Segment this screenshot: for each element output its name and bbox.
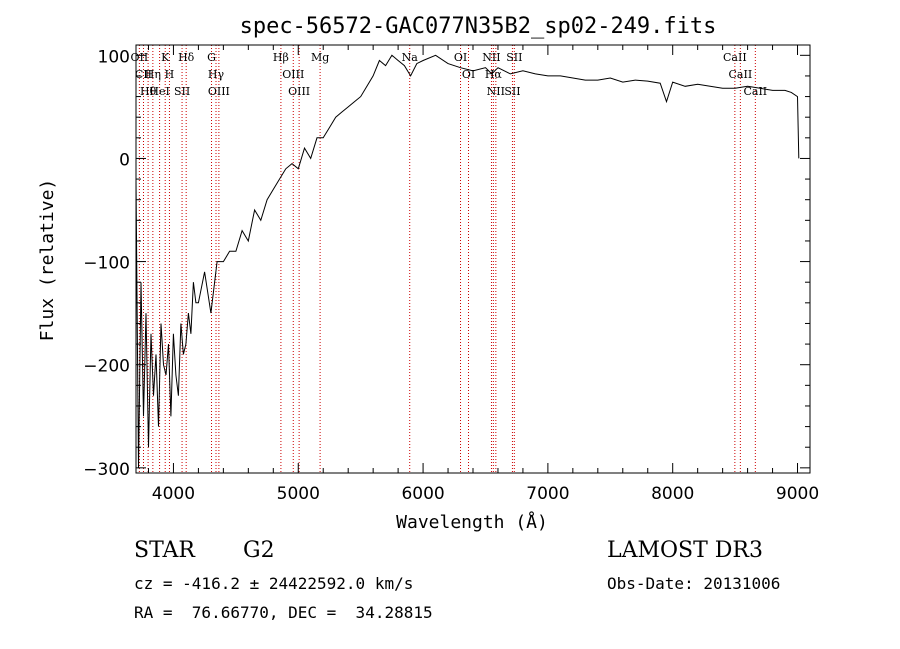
line-marker-labels: OII CII Hθ Hη HeI KH SII Hδ G Hγ OIII Hβ OIII OIII Mg N…	[131, 51, 768, 98]
y-tick-label--200: −200	[83, 357, 130, 377]
marker-label-sii-15: SII	[506, 51, 522, 64]
y-tick-label--300: −300	[83, 460, 130, 480]
coordinates: RA = 76.66770, DEC = 34.28815	[134, 603, 433, 622]
marker-label-g-3: G	[207, 51, 216, 64]
marker-label-oi-9: OI	[454, 51, 467, 64]
plot-frame	[135, 44, 811, 474]
marker-label-mg-7: Mg	[311, 51, 329, 64]
marker-label-h-19: Hθ	[140, 85, 157, 98]
line-markers	[138, 45, 756, 473]
survey-name: LAMOST DR3	[607, 538, 763, 563]
marker-label-h-25: H	[165, 68, 175, 81]
y-axis-label: Flux (relative)	[37, 179, 58, 342]
marker-label-caii-18: CaII	[743, 85, 767, 98]
marker-label-oi-10: OI	[462, 68, 475, 81]
marker-label-h-22: Hη	[145, 68, 161, 81]
x-tick-label-4000: 4000	[152, 484, 195, 504]
chart-title: spec-56572-GAC077N35B2_sp02-249.fits	[240, 14, 717, 39]
marker-label-caii-16: CaII	[723, 51, 747, 64]
marker-label-oii-20: OII	[131, 51, 149, 64]
marker-label-k-24: K	[161, 51, 170, 64]
marker-label-sii-14: SII	[504, 85, 520, 98]
marker-label-h-4: Hβ	[273, 51, 289, 64]
marker-label-h-2: Hγ	[208, 68, 225, 81]
x-axis-label: Wavelength (Å)	[396, 511, 548, 533]
x-tick-label-6000: 6000	[401, 484, 444, 504]
marker-label-nii-12: NII	[482, 51, 500, 64]
x-tick-label-7000: 7000	[526, 484, 569, 504]
marker-label-oiii-5: OIII	[282, 68, 304, 81]
marker-label-cii-21: CII	[135, 68, 152, 81]
y-tick-label--100: −100	[83, 254, 130, 274]
flux-line	[135, 54, 800, 468]
object-type: STAR	[134, 538, 195, 563]
marker-label-na-8: Na	[402, 51, 419, 64]
marker-label-sii-26: SII	[174, 85, 190, 98]
y-tick-label-0: 0	[119, 150, 130, 170]
marker-label-oiii-1: OIII	[208, 85, 230, 98]
axis-ticks: 4000 5000 6000 7000 8000 9000 −300 −200 −100 0 100	[83, 45, 819, 504]
y-tick-label-100: 100	[98, 47, 130, 67]
x-tick-label-5000: 5000	[277, 484, 320, 504]
marker-label-nii-13: NII	[487, 85, 505, 98]
cz-value: cz = -416.2 ± 24422592.0 km/s	[134, 574, 414, 593]
marker-label-hei-23: HeI	[149, 85, 169, 98]
x-tick-label-9000: 9000	[776, 484, 819, 504]
marker-label-oiii-6: OIII	[288, 85, 310, 98]
marker-label-caii-17: CaII	[729, 68, 753, 81]
x-tick-label-8000: 8000	[651, 484, 694, 504]
obs-date: Obs-Date: 20131006	[607, 574, 781, 593]
subclass: G2	[243, 538, 275, 563]
marker-label-h-0: Hδ	[178, 51, 195, 64]
